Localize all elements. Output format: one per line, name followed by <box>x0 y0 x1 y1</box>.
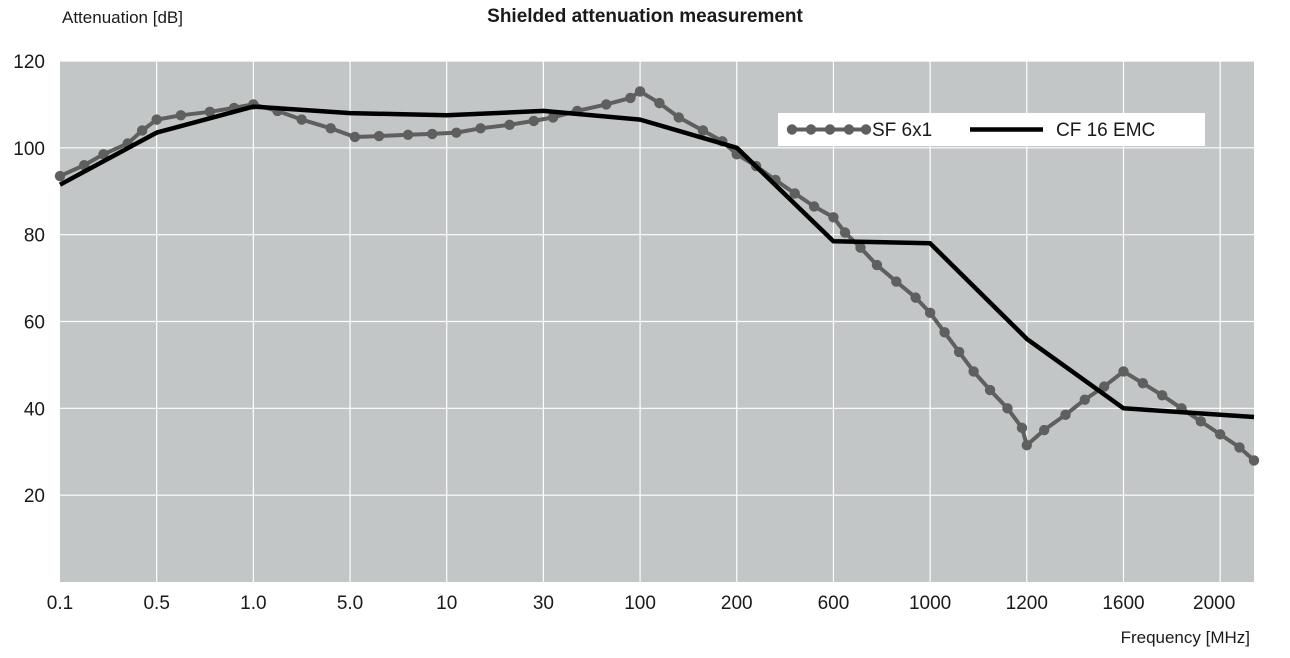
data-point <box>402 129 414 141</box>
data-point <box>673 112 684 123</box>
legend-marker <box>805 124 817 135</box>
data-point <box>151 114 162 125</box>
x-tick-label: 0.1 <box>47 593 73 614</box>
data-point <box>625 92 636 104</box>
data-point <box>325 123 336 134</box>
data-point <box>697 125 709 136</box>
data-point <box>1118 366 1129 377</box>
data-point <box>427 128 438 140</box>
legend-label-cf-16-emc: CF 16 EMC <box>1056 120 1155 141</box>
x-tick-label: 2000 <box>1193 593 1235 614</box>
data-point <box>1060 409 1071 421</box>
data-point <box>175 110 187 121</box>
data-point <box>984 384 996 396</box>
data-point <box>1248 455 1260 466</box>
chart-title: Shielded attenuation measurement <box>487 6 803 27</box>
x-tick-label: 1200 <box>1006 593 1048 614</box>
data-point <box>953 346 965 358</box>
x-tick-label: 30 <box>533 593 554 614</box>
y-tick-labels: 20 40 60 80 100 120 <box>13 52 45 507</box>
data-point <box>504 119 515 131</box>
x-tick-label: 0.5 <box>143 593 169 614</box>
x-tick-label: 5.0 <box>337 593 363 614</box>
data-point <box>891 276 902 287</box>
data-point <box>528 115 539 127</box>
data-point <box>1156 390 1168 401</box>
x-tick-label: 10 <box>436 593 457 614</box>
y-tick-label: 80 <box>24 226 45 247</box>
data-point <box>789 188 800 199</box>
y-tick-label: 120 <box>13 52 45 73</box>
data-point <box>1195 416 1207 427</box>
data-point <box>54 170 66 182</box>
data-point <box>475 123 486 134</box>
legend-label-sf-6x1: SF 6x1 <box>872 120 932 141</box>
data-point <box>871 259 883 271</box>
data-point <box>296 114 307 125</box>
x-tick-label: 100 <box>624 593 656 614</box>
x-tick-label: 1000 <box>909 593 951 614</box>
data-point <box>1021 440 1033 451</box>
data-point <box>968 366 979 377</box>
series-lines <box>54 86 1260 466</box>
y-tick-label: 40 <box>24 399 45 420</box>
series-line-cf-16-emc <box>58 104 1255 420</box>
data-point <box>1214 429 1226 440</box>
x-axis-label: Frequency [MHz] <box>1120 628 1250 647</box>
data-point <box>828 212 839 223</box>
x-tick-label: 1600 <box>1102 593 1144 614</box>
legend-marker <box>824 124 836 135</box>
legend: SF 6x1 CF 16 EMC <box>778 113 1205 146</box>
data-point <box>1234 442 1245 453</box>
data-point <box>98 149 109 160</box>
data-point <box>939 327 950 338</box>
data-point <box>1137 377 1149 389</box>
data-point <box>855 242 866 253</box>
legend-marker <box>786 124 798 135</box>
data-point <box>601 99 612 110</box>
legend-marker <box>860 124 872 135</box>
data-point <box>451 127 462 138</box>
data-point <box>1039 424 1050 436</box>
x-tick-labels: 0.1 0.5 1.0 5.0 10 30 100 200 600 1000 1200 1600 200… <box>47 593 1236 614</box>
x-tick-label: 1.0 <box>240 593 266 614</box>
y-axis-label: Attenuation [dB] <box>62 8 183 27</box>
data-point <box>924 307 936 319</box>
data-point <box>547 112 559 123</box>
y-tick-label: 20 <box>24 486 45 507</box>
x-tick-label: 600 <box>818 593 850 614</box>
data-point <box>373 130 385 142</box>
data-point <box>204 106 216 117</box>
data-point <box>136 125 148 136</box>
data-point <box>349 131 361 143</box>
data-point <box>1016 422 1028 434</box>
data-point <box>634 86 646 97</box>
grid-lines <box>60 60 1254 582</box>
data-point <box>1098 381 1110 392</box>
y-tick-label: 100 <box>13 139 45 160</box>
legend-marker <box>843 124 855 135</box>
data-point <box>910 292 921 303</box>
data-point <box>1079 394 1091 405</box>
data-point <box>654 97 665 109</box>
y-tick-label: 60 <box>24 313 45 334</box>
data-point <box>808 201 820 212</box>
data-point <box>839 227 851 238</box>
data-point <box>1002 403 1013 414</box>
x-tick-label: 200 <box>721 593 753 614</box>
